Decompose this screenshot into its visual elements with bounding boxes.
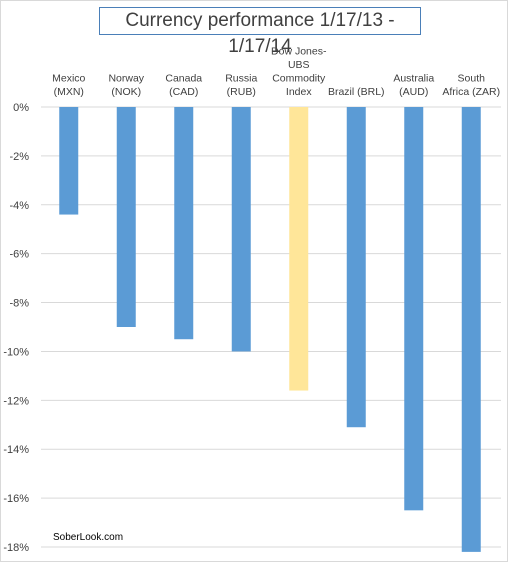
y-tick-label: -4% — [9, 200, 29, 212]
category-label: Commodity — [272, 73, 326, 85]
category-label: Dow Jones- — [271, 46, 327, 58]
category-label: Russia — [225, 73, 257, 85]
y-tick-label: 0% — [13, 102, 29, 114]
y-tick-label: -8% — [9, 298, 29, 310]
category-label: Norway — [108, 73, 144, 85]
category-label: South — [458, 73, 486, 85]
category-label: UBS — [288, 59, 310, 71]
bar — [116, 107, 136, 327]
category-label: Africa (ZAR) — [442, 86, 500, 98]
category-label: Mexico — [52, 73, 85, 85]
category-label: (RUB) — [227, 86, 256, 98]
y-tick-label: -12% — [3, 395, 29, 407]
y-tick-label: -2% — [9, 151, 29, 163]
bar — [174, 107, 194, 340]
bar — [404, 107, 424, 511]
category-label: Index — [286, 86, 312, 98]
y-tick-label: -18% — [3, 542, 29, 554]
bar — [59, 107, 79, 215]
category-label: Canada — [165, 73, 202, 85]
y-tick-label: -16% — [3, 493, 29, 505]
y-tick-label: -6% — [9, 249, 29, 261]
chart-title: Currency performance 1/17/13 - 1/17/14 — [99, 7, 421, 57]
source-label: SoberLook.com — [53, 532, 123, 543]
category-label: (MXN) — [54, 86, 84, 98]
bar — [346, 107, 366, 428]
y-tick-label: -14% — [3, 444, 29, 456]
bar — [289, 107, 309, 391]
category-label: Australia — [393, 73, 434, 85]
bar — [461, 107, 481, 552]
y-tick-label: -10% — [3, 346, 29, 358]
category-label: (AUD) — [399, 86, 428, 98]
category-label: Brazil (BRL) — [328, 86, 385, 98]
bar — [231, 107, 251, 352]
category-label: (CAD) — [169, 86, 198, 98]
category-label: (NOK) — [111, 86, 141, 98]
